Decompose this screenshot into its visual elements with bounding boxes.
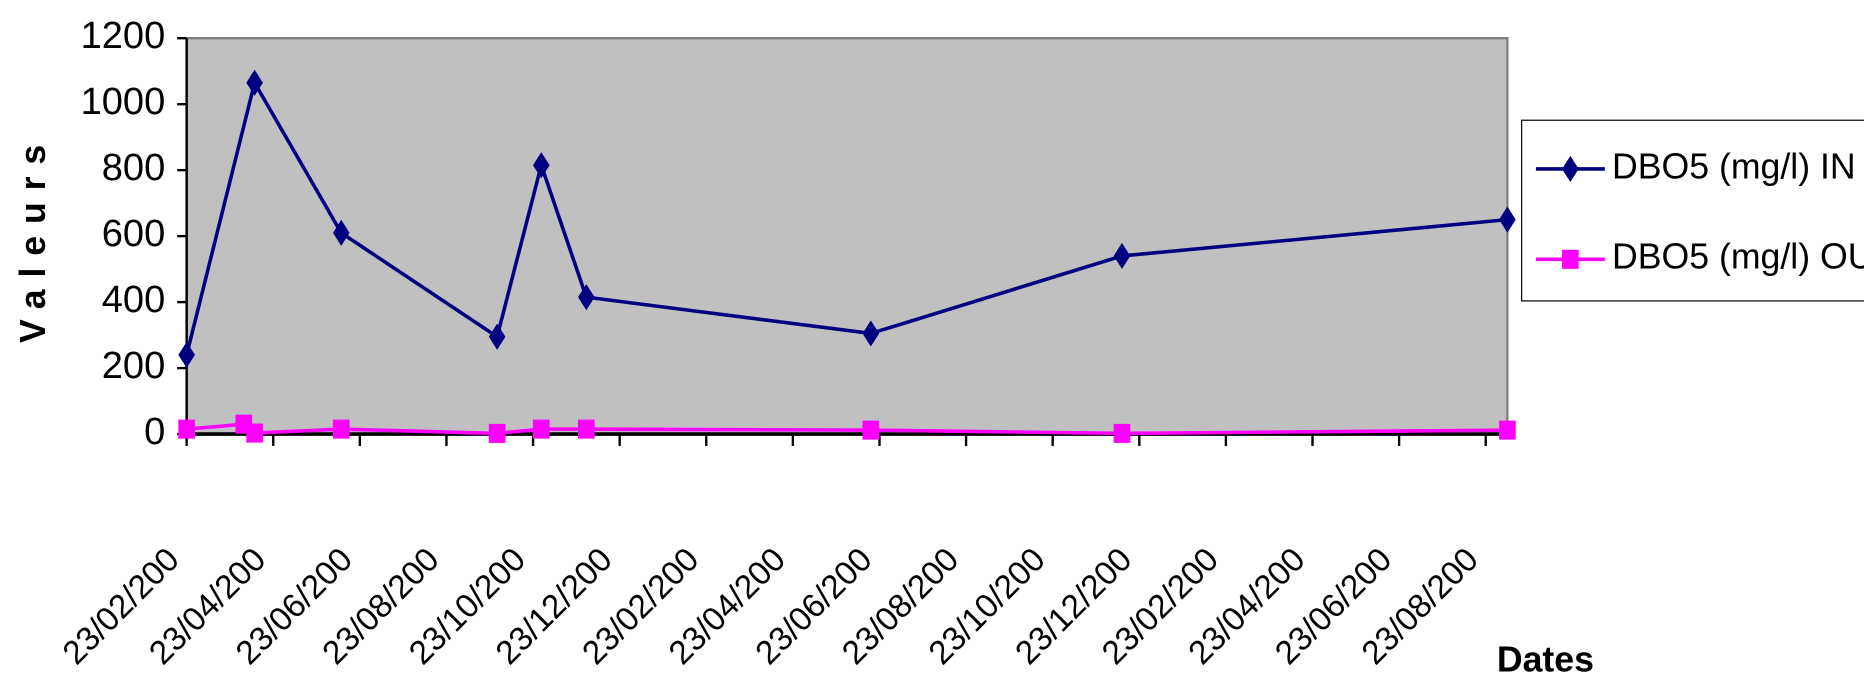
legend-label: DBO5 (mg/l) OUT [1612,237,1864,277]
data-point [1113,423,1131,443]
plot-area [185,37,1509,436]
data-point [332,419,350,439]
y-tick-label: 400 [102,279,165,321]
data-point [246,423,263,443]
data-point [532,419,550,439]
y-tick-label: 800 [102,147,165,189]
data-point [1499,420,1516,440]
data-point [862,420,880,440]
y-tick-label: 0 [144,411,165,453]
y-tick-label: 600 [102,213,165,255]
y-tick-label: 1200 [81,15,166,57]
y-tick-label: 1000 [81,81,166,123]
data-point [178,419,195,439]
legend-marker [1562,249,1579,269]
data-point [532,152,550,179]
legend-label: DBO5 (mg/l) IN [1612,146,1856,186]
data-point [577,284,595,311]
data-point [1113,242,1131,270]
data-point [577,419,595,439]
data-point [488,423,506,443]
y-tick-label: 200 [102,345,165,387]
data-point [178,341,195,368]
data-point [488,323,506,350]
y-axis-label: Valeurs [13,133,53,343]
legend-marker [1562,155,1579,183]
x-axis-label: Dates [1497,640,1594,680]
legend [1521,119,1864,302]
